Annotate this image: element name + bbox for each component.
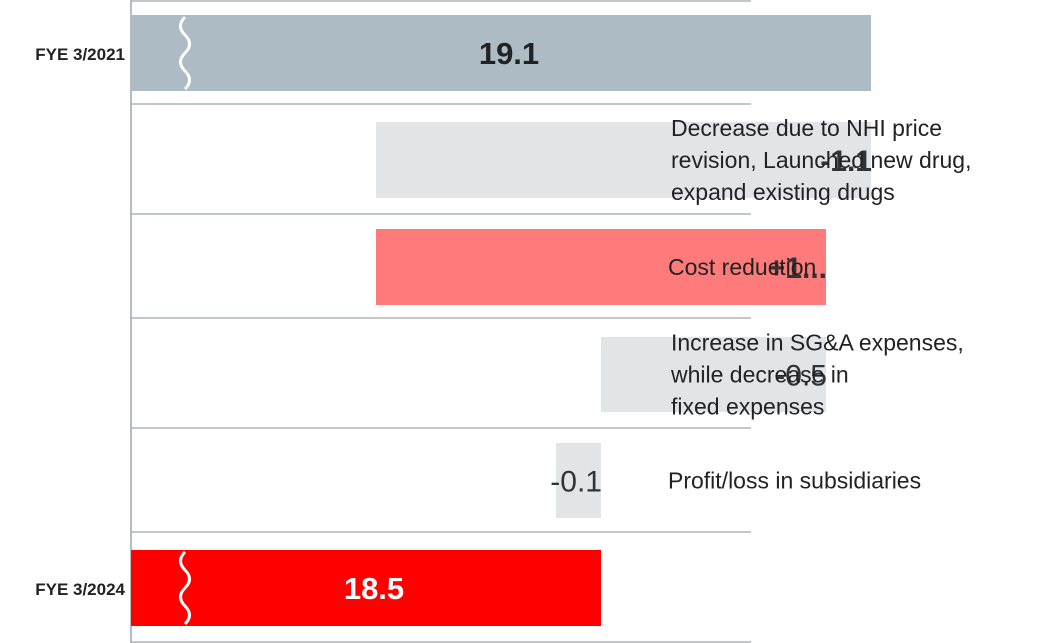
annotation-d3: Increase in SG&A expenses, while decrease…: [670, 330, 964, 420]
annotation-d1: Decrease due to NHI price revision, Launc…: [671, 115, 971, 205]
grid-lines: [130, 0, 751, 643]
bar-d2: [376, 229, 826, 305]
annotation-line: while decrease in: [670, 362, 849, 388]
axis-break-end: [179, 550, 191, 626]
value-label-end: 18.5: [344, 571, 404, 606]
annotation-d2: Cost reduction: [668, 254, 816, 280]
axis-break-start: [179, 15, 191, 91]
annotation-line: fixed expenses: [671, 394, 824, 420]
bar-start: [131, 15, 871, 91]
annotation-line: expand existing drugs: [671, 179, 895, 205]
bar-end: [131, 550, 601, 626]
value-label-start: 19.1: [479, 36, 539, 71]
value-label-d4: -0.1: [550, 466, 602, 499]
annotation-d4: Profit/loss in subsidiaries: [668, 468, 921, 494]
bar-d4: [556, 443, 601, 518]
annotation-line: revision, Launched new drug,: [671, 147, 971, 173]
annotation-line: Cost reduction: [668, 254, 816, 280]
annotation-line: Decrease due to NHI price: [671, 115, 942, 141]
bar-d1: [376, 122, 871, 198]
category-label-end: FYE 3/2024: [35, 580, 125, 599]
value-label-d2: +1...: [768, 252, 827, 285]
annotation-line: Profit/loss in subsidiaries: [668, 468, 921, 494]
annotation-line: Increase in SG&A expenses,: [671, 330, 964, 356]
bar-d3: [601, 337, 826, 412]
value-label-d3: -0.5: [775, 360, 827, 393]
value-label-d1: -1.1: [820, 145, 872, 178]
category-label-start: FYE 3/2021: [35, 45, 125, 64]
